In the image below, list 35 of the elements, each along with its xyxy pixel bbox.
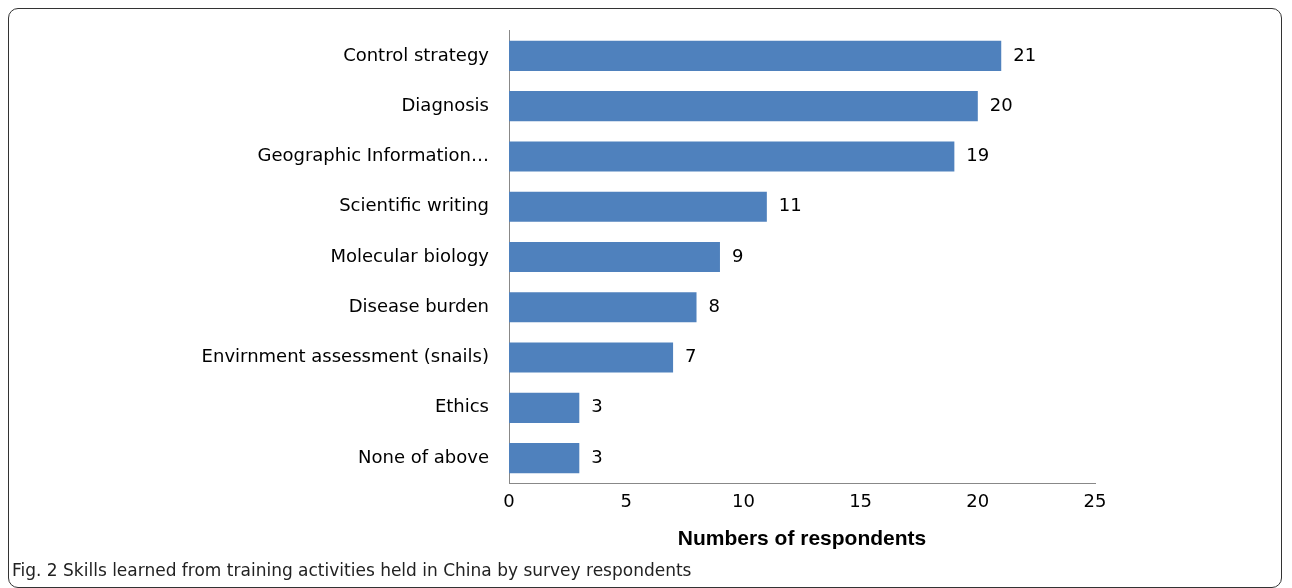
x-tick-label: 10	[731, 489, 755, 511]
y-tick-label: Molecular biology	[330, 244, 490, 266]
y-tick-label: Geographic Information…	[257, 144, 489, 166]
bar	[509, 442, 580, 474]
y-tick-label: Disease burden	[348, 294, 489, 316]
data-label: 20	[989, 93, 1013, 115]
x-tick-label: 0	[503, 489, 515, 511]
y-tick-label: Control strategy	[343, 43, 490, 65]
bar	[509, 292, 697, 323]
bar	[509, 91, 978, 122]
y-tick-label: Envirnment assessment (snails)	[201, 345, 489, 367]
data-label: 11	[778, 194, 802, 216]
data-label: 19	[966, 144, 990, 166]
x-tick-label: 25	[1083, 489, 1107, 511]
bar	[509, 191, 767, 222]
data-label: 8	[708, 294, 720, 316]
x-tick-label: 20	[966, 489, 990, 511]
y-tick-label: Scientific writing	[339, 194, 489, 216]
bar	[509, 392, 580, 423]
x-tick-label: 15	[849, 489, 873, 511]
y-tick-label: None of above	[358, 445, 489, 467]
x-tick-label: 5	[620, 489, 632, 511]
y-tick-label: Diagnosis	[401, 93, 489, 115]
data-label: 3	[591, 395, 603, 417]
bar	[509, 342, 674, 373]
y-tick-label: Ethics	[434, 395, 489, 417]
data-label: 7	[685, 345, 697, 367]
x-axis-title: Numbers of respondents	[677, 526, 927, 550]
bar	[509, 141, 955, 172]
bar	[509, 241, 720, 273]
data-label: 21	[1013, 43, 1037, 65]
data-label: 3	[591, 445, 603, 467]
data-label: 9	[731, 244, 744, 266]
caption: Fig. 2 Skills learned from training activities held in China by survey respondents	[12, 560, 692, 580]
bar	[509, 40, 1002, 72]
